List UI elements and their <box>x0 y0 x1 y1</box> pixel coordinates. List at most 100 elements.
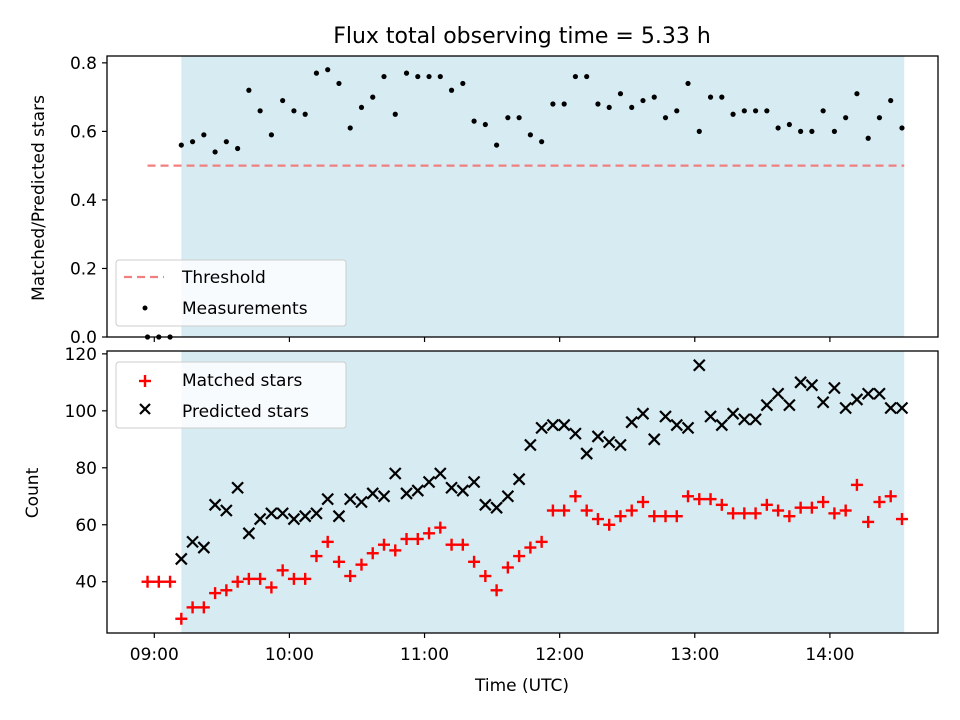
measurement-point <box>561 101 567 107</box>
matched-star-point <box>265 581 278 594</box>
x-tick-label: 11:00 <box>400 645 449 665</box>
matched-star-point <box>738 507 751 520</box>
predicted-star-point <box>794 376 807 389</box>
bottom-legend: Matched stars Predicted stars <box>115 361 347 429</box>
predicted-star-point <box>805 378 819 392</box>
measurement-point <box>178 142 184 148</box>
matched-star-point <box>591 513 604 526</box>
measurement-point <box>415 73 421 80</box>
matched-star-point <box>895 513 908 526</box>
predicted-star-point <box>512 472 526 486</box>
predicted-star-point <box>749 413 762 426</box>
predicted-star-point <box>366 487 380 500</box>
matched-star-point <box>614 510 627 523</box>
predicted-star-point <box>445 481 458 495</box>
legend-threshold-label: Threshold <box>181 268 266 288</box>
bottom-y-tick-label: 80 <box>75 459 97 479</box>
matched-star-point <box>479 570 492 583</box>
top-y-tick-label: 0.4 <box>70 191 97 211</box>
measurement-point <box>291 108 297 114</box>
predicted-star-point <box>884 401 897 415</box>
measurement-point <box>888 97 894 104</box>
legend-matched-label: Matched stars <box>182 371 302 391</box>
predicted-star-point <box>524 438 537 452</box>
predicted-star-point <box>535 421 548 435</box>
matched-star-point <box>355 558 368 571</box>
bottom-y-tick-label: 40 <box>75 573 97 593</box>
predicted-star-point <box>861 387 875 401</box>
predicted-star-point <box>569 427 582 440</box>
predicted-star-point <box>242 527 256 540</box>
measurement-points <box>144 67 905 340</box>
measurement-point <box>325 67 331 73</box>
measurement-point <box>189 139 196 145</box>
matched-star-point <box>513 550 526 563</box>
x-tick-label: 13:00 <box>670 645 719 665</box>
predicted-star-point <box>501 489 515 503</box>
measurement-point <box>741 108 747 114</box>
predicted-star-point <box>355 495 368 509</box>
predicted-star-point <box>771 387 785 401</box>
matched-star-point <box>445 538 458 551</box>
predicted-star-point <box>591 430 605 443</box>
matched-star-point <box>276 564 289 577</box>
predicted-star-point <box>873 387 886 401</box>
x-tick-label: 12:00 <box>535 645 584 665</box>
predicted-star-point <box>602 435 616 449</box>
legend-matched-swatch <box>139 375 151 387</box>
predicted-star-point <box>456 484 470 497</box>
predicted-star-point <box>816 395 830 409</box>
measurement-point <box>775 125 781 131</box>
measurement-point <box>831 128 838 134</box>
predicted-star-point <box>546 418 560 432</box>
predicted-star-point <box>681 421 695 435</box>
matched-star-point <box>693 493 706 506</box>
matched-star-point <box>220 584 233 597</box>
measurement-point <box>685 80 691 87</box>
predicted-star-point <box>208 498 222 512</box>
measurement-point <box>370 94 376 100</box>
matched-star-point <box>704 493 717 506</box>
measurement-point <box>527 132 533 138</box>
x-tick-label: 09:00 <box>130 645 179 665</box>
predicted-star-point <box>287 512 301 526</box>
measurement-point <box>876 115 883 121</box>
predicted-star-point <box>422 475 436 489</box>
matched-star-point <box>366 547 379 560</box>
bottom-legend-frame <box>115 361 347 429</box>
legend-measurement-swatch <box>142 305 148 311</box>
matched-star-point <box>670 510 683 523</box>
matched-star-point <box>862 515 875 528</box>
matched-star-point <box>558 504 571 517</box>
matched-star-point <box>231 575 244 588</box>
matched-star-point <box>299 572 312 585</box>
matched-star-point <box>603 518 616 531</box>
measurement-point <box>595 101 601 107</box>
matched-star-point <box>175 612 188 625</box>
top-legend-frame <box>115 259 347 327</box>
matched-star-point <box>209 587 222 600</box>
predicted-star-point <box>726 407 740 420</box>
predicted-star-point <box>636 407 650 420</box>
measurement-point <box>719 94 725 100</box>
matched-star-point <box>636 495 649 508</box>
predicted-star-point <box>783 398 796 412</box>
matched-star-point <box>501 561 514 574</box>
predicted-star-point <box>434 467 447 480</box>
measurement-point <box>707 94 714 100</box>
top-legend: Threshold Measurements <box>115 259 347 327</box>
matched-star-point <box>682 490 695 503</box>
predicted-star-point <box>715 418 729 432</box>
matched-star-point <box>164 575 177 588</box>
predicted-star-point <box>760 398 774 412</box>
measurement-point <box>606 104 612 111</box>
matched-star-point <box>828 507 841 520</box>
predicted-star-point <box>828 381 841 395</box>
predicted-star-point <box>557 418 571 432</box>
measurement-point <box>798 128 804 134</box>
matched-star-point <box>332 555 345 568</box>
matched-star-point <box>186 601 199 614</box>
predicted-star-point <box>895 401 909 415</box>
matched-star-point <box>546 504 559 517</box>
